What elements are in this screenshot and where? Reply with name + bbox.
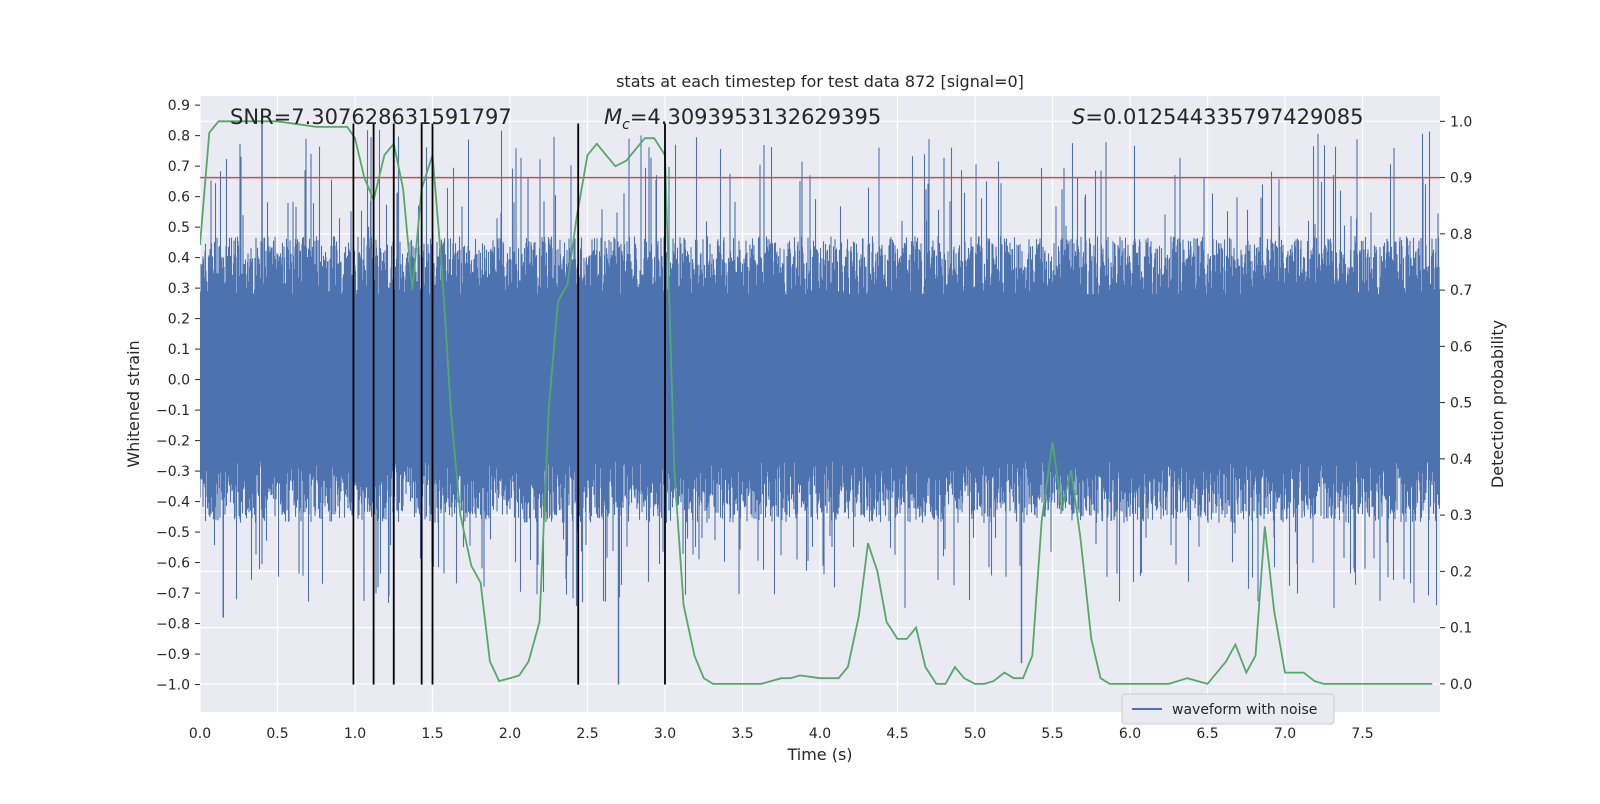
left-tick-label: −0.9 (156, 647, 190, 663)
x-tick-label: 5.0 (964, 726, 986, 742)
x-tick-label: 1.0 (344, 726, 366, 742)
y-axis-label-right: Detection probability (1488, 320, 1507, 488)
x-tick-label: 6.5 (1196, 726, 1218, 742)
s-annotation: S=0.012544335797429085 (1072, 105, 1363, 129)
x-tick-label: 6.0 (1119, 726, 1141, 742)
right-tick-label: 0.7 (1450, 283, 1472, 299)
left-tick-label: −0.1 (156, 403, 190, 419)
right-tick-label: 0.9 (1450, 171, 1472, 187)
right-tick-label: 0.6 (1450, 339, 1472, 355)
left-tick-label: −0.2 (156, 434, 190, 450)
chart-title: stats at each timestep for test data 872… (616, 72, 1024, 91)
waveform-trace (200, 130, 1440, 609)
right-tick-label: 0.3 (1450, 508, 1472, 524)
left-tick-label: 0.0 (168, 373, 190, 389)
x-tick-label: 0.0 (189, 726, 211, 742)
x-tick-label: 1.5 (421, 726, 443, 742)
left-tick-label: −0.4 (156, 495, 190, 511)
left-tick-label: −0.6 (156, 556, 190, 572)
left-tick-label: −0.8 (156, 617, 190, 633)
x-tick-label: 4.5 (886, 726, 908, 742)
right-tick-label: 0.4 (1450, 452, 1472, 468)
x-tick-label: 3.0 (654, 726, 676, 742)
x-tick-label: 0.5 (266, 726, 288, 742)
left-tick-label: 0.1 (168, 342, 190, 358)
x-axis-label: Time (s) (786, 745, 852, 764)
left-tick-label: 0.8 (168, 129, 190, 145)
right-tick-label: 1.0 (1450, 114, 1472, 130)
x-tick-label: 7.5 (1351, 726, 1373, 742)
chirp-mass-value: =4.3093953132629395 (630, 105, 881, 129)
left-tick-label: −0.5 (156, 525, 190, 541)
left-tick-label: 0.9 (168, 98, 190, 114)
right-tick-label: 0.0 (1450, 677, 1472, 693)
left-tick-label: −0.7 (156, 586, 190, 602)
legend: waveform with noise (1121, 693, 1335, 725)
snr-annotation: SNR=7.307628631591797 (230, 105, 512, 129)
x-tick-label: 5.5 (1041, 726, 1063, 742)
s-symbol: S (1072, 105, 1085, 129)
left-tick-label: −1.0 (156, 678, 190, 694)
x-tick-label: 2.0 (499, 726, 521, 742)
left-tick-label: 0.2 (168, 312, 190, 328)
left-tick-label: 0.7 (168, 159, 190, 175)
chirp-mass-subscript: c (622, 117, 630, 133)
left-tick-label: 0.6 (168, 190, 190, 206)
right-tick-label: 0.1 (1450, 621, 1472, 637)
x-tick-label: 7.0 (1274, 726, 1296, 742)
x-tick-label: 2.5 (576, 726, 598, 742)
s-value: =0.012544335797429085 (1085, 105, 1363, 129)
trigger-lines (352, 123, 666, 685)
legend-label: waveform with noise (1172, 702, 1317, 718)
probability-series (200, 120, 1433, 685)
right-tick-label: 0.8 (1450, 227, 1472, 243)
x-tick-label: 4.0 (809, 726, 831, 742)
left-tick-label: 0.4 (168, 251, 190, 267)
x-tick-label: 3.5 (731, 726, 753, 742)
y-axis-label-left: Whitened strain (124, 340, 143, 467)
chirp-mass-annotation: Mc=4.3093953132629395 (604, 105, 881, 133)
left-tick-label: −0.3 (156, 464, 190, 480)
legend-box (1121, 693, 1335, 725)
chirp-mass-symbol: M (604, 105, 622, 129)
right-tick-label: 0.2 (1450, 564, 1472, 580)
probability-line (200, 120, 1433, 685)
left-tick-label: 0.5 (168, 220, 190, 236)
waveform-series (200, 120, 1440, 685)
left-tick-label: 0.3 (168, 281, 190, 297)
ticks: 0.0 0.5 1.0 1.5 2.0 2.5 3.0 3.5 4.0 4.5 5.0 5.5 6.0 6… (156, 98, 1472, 742)
right-tick-label: 0.5 (1450, 396, 1472, 412)
